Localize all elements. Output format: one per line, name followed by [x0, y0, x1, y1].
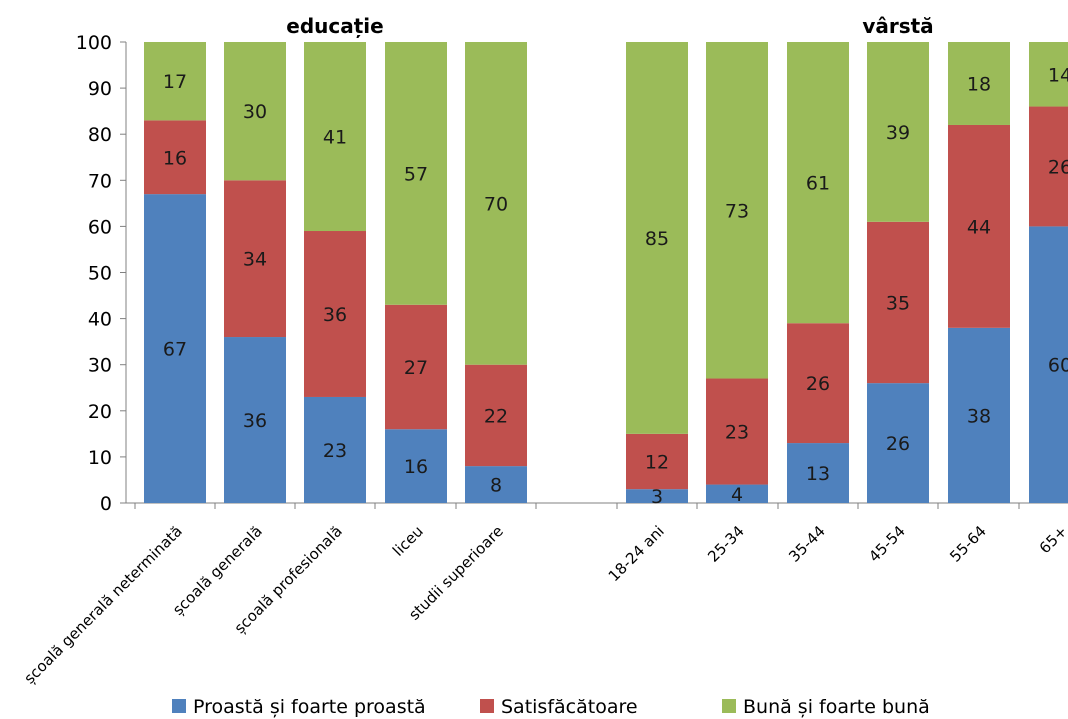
category-label: 25-34 — [704, 522, 748, 566]
bar-segment — [144, 194, 206, 503]
bar-segment — [465, 364, 527, 467]
data-label: 36 — [323, 304, 347, 326]
y-tick-label: 60 — [88, 216, 112, 238]
bar-segment — [465, 466, 527, 503]
data-label: 44 — [967, 216, 991, 238]
bar-segment — [465, 42, 527, 365]
data-label: 12 — [645, 452, 669, 474]
data-label: 39 — [886, 122, 910, 144]
data-label: 34 — [243, 249, 267, 271]
data-label: 85 — [645, 228, 669, 250]
data-label: 13 — [806, 463, 830, 485]
data-label: 18 — [967, 73, 991, 95]
category-label: 55-64 — [946, 522, 990, 566]
y-tick-label: 90 — [88, 78, 112, 100]
group-title: educație — [286, 14, 383, 38]
category-label: liceu — [389, 522, 427, 560]
bar-segment — [224, 180, 286, 338]
data-label: 73 — [725, 200, 749, 222]
data-label: 8 — [490, 475, 502, 497]
y-tick-label: 50 — [88, 263, 112, 285]
data-label: 61 — [806, 173, 830, 195]
data-label: 14 — [1048, 64, 1068, 86]
bar-segment — [304, 231, 366, 397]
y-tick-label: 80 — [88, 124, 112, 146]
category-label: 18-24 ani — [605, 522, 668, 585]
bar-segment — [1029, 226, 1068, 503]
y-tick-label: 30 — [88, 355, 112, 377]
bar-segment — [787, 443, 849, 503]
bar-segment — [224, 42, 286, 181]
legend-label: Bună și foarte bună — [743, 696, 930, 718]
category-label: 35-44 — [785, 522, 829, 566]
data-label: 17 — [163, 71, 187, 93]
bar-segment — [626, 489, 688, 503]
legend-swatch — [480, 699, 494, 713]
data-label: 22 — [484, 405, 508, 427]
bar-segment — [626, 42, 688, 434]
bar-segment — [144, 120, 206, 195]
data-label: 23 — [323, 440, 347, 462]
bar-segment — [706, 484, 768, 503]
legend-swatch — [172, 699, 186, 713]
data-label: 57 — [404, 163, 428, 185]
data-label: 16 — [404, 456, 428, 478]
data-label: 26 — [1048, 156, 1068, 178]
data-label: 38 — [967, 405, 991, 427]
bar-segment — [948, 327, 1010, 503]
legend-swatch — [722, 699, 736, 713]
data-label: 70 — [484, 193, 508, 215]
data-label: 41 — [323, 127, 347, 149]
chart-legend: Proastă și foarte proastă Satisfăcătoare B… — [172, 696, 930, 718]
bar-segment — [948, 42, 1010, 125]
data-label: 60 — [1048, 355, 1068, 377]
chart-axes: 0 10 20 30 40 50 60 70 80 90 100 educație vârstă — [76, 14, 1068, 515]
bar-segment — [787, 42, 849, 324]
data-label: 67 — [163, 339, 187, 361]
y-tick-label: 10 — [88, 447, 112, 469]
bar-segment — [385, 304, 447, 430]
y-tick-label: 70 — [88, 170, 112, 192]
chart-data-labels: 67 16 17 36 34 30 23 36 41 16 27 57 8 22 70 3 12 85 4 23 73 1… — [163, 64, 1068, 508]
bar-segment — [224, 337, 286, 503]
bar-segment — [385, 429, 447, 503]
data-label: 4 — [731, 484, 743, 506]
chart-bars — [144, 42, 1068, 503]
data-label: 27 — [404, 357, 428, 379]
data-label: 26 — [806, 373, 830, 395]
bar-segment — [304, 42, 366, 232]
bar-segment — [787, 323, 849, 444]
data-label: 36 — [243, 410, 267, 432]
bar-segment — [304, 396, 366, 503]
data-label: 3 — [651, 486, 663, 508]
bar-segment — [706, 42, 768, 379]
bar-segment — [706, 378, 768, 485]
category-label: 45-54 — [865, 522, 909, 566]
category-label: școală generală neterminată — [20, 522, 185, 687]
y-tick-label: 100 — [76, 32, 112, 54]
category-label: 65+ — [1036, 522, 1068, 557]
data-label: 30 — [243, 101, 267, 123]
bar-segment — [867, 383, 929, 503]
bar-segment — [1029, 106, 1068, 227]
y-tick-label: 40 — [88, 309, 112, 331]
data-label: 23 — [725, 422, 749, 444]
bar-segment — [626, 433, 688, 490]
data-label: 16 — [163, 147, 187, 169]
y-tick-label: 20 — [88, 401, 112, 423]
legend-label: Proastă și foarte proastă — [193, 696, 426, 718]
data-label: 26 — [886, 433, 910, 455]
y-tick-label: 0 — [100, 493, 112, 515]
bar-segment — [385, 42, 447, 305]
bar-segment — [144, 42, 206, 121]
group-title: vârstă — [862, 14, 933, 38]
bar-segment — [948, 124, 1010, 328]
data-label: 35 — [886, 292, 910, 314]
legend-label: Satisfăcătoare — [501, 696, 638, 718]
bar-segment — [867, 42, 929, 222]
bar-segment — [867, 221, 929, 384]
bar-segment — [1029, 42, 1068, 107]
